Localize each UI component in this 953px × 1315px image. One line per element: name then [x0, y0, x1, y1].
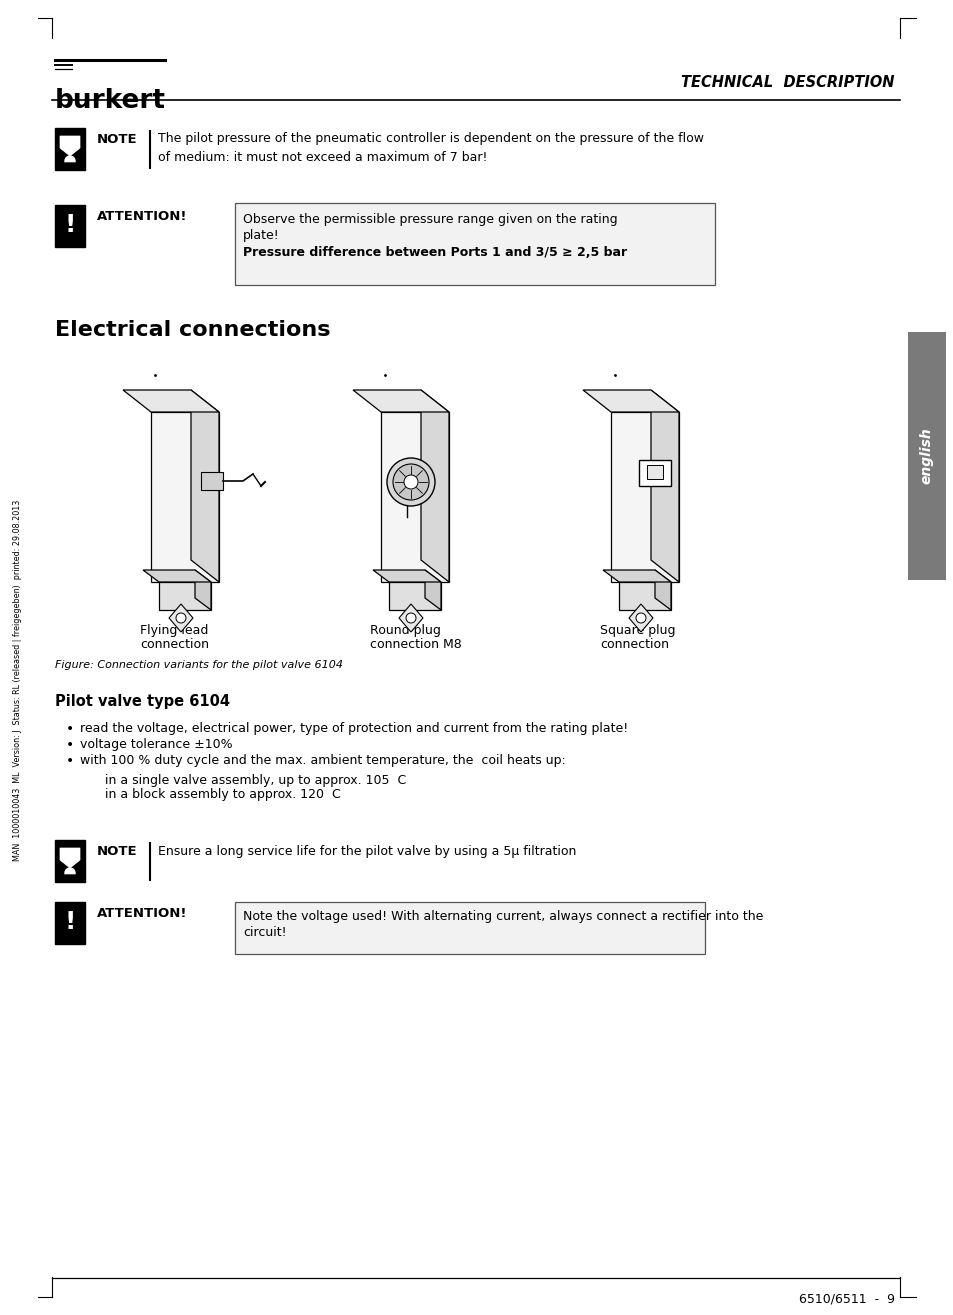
Polygon shape — [123, 391, 219, 412]
Circle shape — [387, 458, 435, 506]
Text: burkert: burkert — [55, 88, 166, 114]
Bar — [55, 902, 85, 944]
Text: ATTENTION!: ATTENTION! — [97, 907, 188, 920]
Bar — [55, 128, 85, 170]
Bar — [55, 205, 85, 247]
Text: Pressure difference between Ports 1 and 3/5 ≥ 2,5 bar: Pressure difference between Ports 1 and … — [243, 246, 626, 259]
Text: Ensure a long service life for the pilot valve by using a 5μ filtration: Ensure a long service life for the pilot… — [158, 846, 576, 857]
Polygon shape — [582, 391, 679, 412]
Circle shape — [175, 613, 186, 623]
Text: connection M8: connection M8 — [370, 638, 461, 651]
Bar — [234, 902, 704, 953]
Text: Round plug: Round plug — [370, 625, 440, 636]
Polygon shape — [420, 391, 449, 583]
Text: NOTE: NOTE — [97, 846, 137, 857]
Text: The pilot pressure of the pneumatic controller is dependent on the pressure of t: The pilot pressure of the pneumatic cont… — [158, 132, 703, 164]
Polygon shape — [353, 391, 449, 412]
Text: english: english — [919, 427, 933, 484]
Polygon shape — [610, 412, 679, 583]
Circle shape — [403, 475, 417, 489]
Text: plate!: plate! — [243, 229, 279, 242]
Polygon shape — [60, 874, 80, 882]
Bar — [55, 840, 85, 882]
Text: in a block assembly to approx. 120  C: in a block assembly to approx. 120 C — [105, 788, 340, 801]
Text: MAN  1000010043  ML  Version: J  Status: RL (released | freigegeben)  printed: 2: MAN 1000010043 ML Version: J Status: RL … — [13, 500, 23, 860]
Text: 6510/6511  -  9: 6510/6511 - 9 — [799, 1293, 894, 1306]
Text: with 100 % duty cycle and the max. ambient temperature, the  coil heats up:: with 100 % duty cycle and the max. ambie… — [80, 753, 565, 767]
Polygon shape — [655, 569, 670, 610]
Bar — [639, 460, 670, 487]
Polygon shape — [194, 569, 211, 610]
Polygon shape — [618, 583, 670, 610]
Circle shape — [65, 156, 75, 166]
Bar — [646, 466, 662, 479]
Circle shape — [636, 613, 645, 623]
Text: •: • — [66, 753, 74, 768]
Text: Square plug: Square plug — [599, 625, 675, 636]
Polygon shape — [650, 391, 679, 583]
Polygon shape — [169, 604, 193, 633]
Text: Observe the permissible pressure range given on the rating: Observe the permissible pressure range g… — [243, 213, 617, 226]
Text: •: • — [66, 738, 74, 752]
Text: Note the voltage used! With alternating current, always connect a rectifier into: Note the voltage used! With alternating … — [243, 910, 762, 923]
Text: !: ! — [64, 213, 75, 237]
Text: ATTENTION!: ATTENTION! — [97, 210, 188, 224]
Polygon shape — [191, 391, 219, 583]
Polygon shape — [60, 135, 80, 156]
Bar — [201, 472, 223, 490]
Text: read the voltage, electrical power, type of protection and current from the rati: read the voltage, electrical power, type… — [80, 722, 628, 735]
Polygon shape — [398, 604, 422, 633]
Text: Figure: Connection variants for the pilot valve 6104: Figure: Connection variants for the pilo… — [55, 660, 343, 671]
Text: connection: connection — [140, 638, 209, 651]
Polygon shape — [380, 412, 449, 583]
Text: connection: connection — [599, 638, 668, 651]
Polygon shape — [151, 412, 219, 583]
Text: !: ! — [64, 910, 75, 934]
Text: circuit!: circuit! — [243, 926, 286, 939]
Text: Electrical connections: Electrical connections — [55, 320, 330, 341]
Polygon shape — [602, 569, 670, 583]
Text: Flying lead: Flying lead — [140, 625, 208, 636]
Text: •: • — [66, 722, 74, 736]
Text: voltage tolerance ±10%: voltage tolerance ±10% — [80, 738, 233, 751]
Text: NOTE: NOTE — [97, 133, 137, 146]
Polygon shape — [373, 569, 440, 583]
Polygon shape — [60, 163, 80, 170]
Bar — [234, 203, 714, 285]
Polygon shape — [389, 583, 440, 610]
Polygon shape — [143, 569, 211, 583]
Circle shape — [406, 613, 416, 623]
Polygon shape — [159, 583, 211, 610]
Polygon shape — [628, 604, 652, 633]
Text: Pilot valve type 6104: Pilot valve type 6104 — [55, 694, 230, 709]
Text: TECHNICAL  DESCRIPTION: TECHNICAL DESCRIPTION — [680, 75, 894, 89]
Bar — [907, 331, 945, 580]
Polygon shape — [424, 569, 440, 610]
Polygon shape — [60, 848, 80, 868]
Text: in a single valve assembly, up to approx. 105  C: in a single valve assembly, up to approx… — [105, 775, 406, 786]
Circle shape — [393, 464, 429, 500]
Circle shape — [65, 868, 75, 878]
